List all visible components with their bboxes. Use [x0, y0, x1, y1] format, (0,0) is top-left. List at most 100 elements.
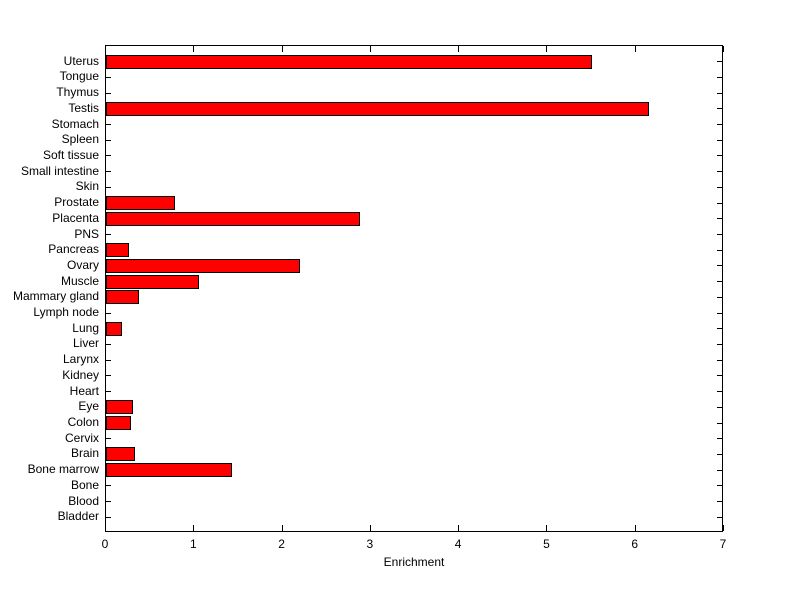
y-axis-label: Bone: [70, 477, 99, 492]
y-tick-mark: [717, 422, 722, 424]
y-axis-label: Skin: [75, 179, 99, 194]
bar: [106, 196, 175, 211]
bar: [106, 321, 122, 336]
y-tick-mark: [106, 124, 111, 126]
y-axis-label: Liver: [72, 336, 99, 351]
y-axis-label: Prostate: [54, 195, 99, 210]
x-tick-mark: [634, 46, 636, 52]
x-tick-label: 5: [543, 537, 550, 551]
bar: [106, 54, 592, 69]
x-axis-title: Enrichment: [383, 555, 445, 569]
y-axis-label: Uterus: [63, 53, 99, 68]
y-axis-label: Bladder: [57, 509, 99, 524]
y-tick-mark: [717, 139, 722, 141]
y-tick-mark: [717, 92, 722, 94]
y-axis-label: Eye: [78, 399, 99, 414]
y-axis-label: Brain: [70, 446, 99, 461]
y-axis-label: Lung: [72, 320, 99, 335]
y-axis-label: Placenta: [52, 210, 99, 225]
y-tick-mark: [106, 485, 111, 487]
x-tick-label: 2: [278, 537, 285, 551]
x-tick-mark: [193, 525, 195, 531]
x-tick-label: 4: [454, 537, 462, 551]
y-tick-mark: [106, 171, 111, 173]
x-tick-mark: [193, 46, 195, 52]
bar: [106, 447, 135, 462]
y-axis-label: Ovary: [66, 257, 99, 272]
y-tick-mark: [717, 501, 722, 503]
y-tick-mark: [717, 485, 722, 487]
y-axis-label: Heart: [69, 383, 99, 398]
y-tick-mark: [106, 92, 111, 94]
y-tick-mark: [106, 155, 111, 157]
bar: [106, 243, 129, 258]
y-tick-mark: [106, 516, 111, 518]
bar: [106, 258, 300, 273]
x-tick-mark: [723, 46, 724, 52]
x-tick-label: 7: [719, 537, 727, 551]
y-tick-mark: [717, 343, 722, 345]
plot-area: [105, 45, 724, 532]
y-axis-label: Pancreas: [48, 242, 99, 257]
x-tick-mark: [105, 46, 106, 52]
y-tick-mark: [717, 171, 722, 173]
y-tick-mark: [106, 391, 111, 393]
x-tick-mark: [105, 525, 106, 531]
y-axis-label: Blood: [68, 493, 99, 508]
y-tick-mark: [717, 312, 722, 314]
y-axis-label: PNS: [74, 226, 99, 241]
x-tick-mark: [723, 525, 724, 531]
y-axis-label: Soft tissue: [42, 147, 99, 162]
bar: [106, 290, 139, 305]
y-tick-mark: [106, 375, 111, 377]
y-tick-mark: [717, 186, 722, 188]
y-tick-mark: [717, 76, 722, 78]
y-tick-mark: [717, 281, 722, 283]
y-tick-mark: [106, 359, 111, 361]
y-tick-mark: [717, 155, 722, 157]
y-tick-mark: [717, 453, 722, 455]
y-tick-mark: [717, 359, 722, 361]
y-tick-mark: [106, 312, 111, 314]
bar: [106, 400, 133, 415]
y-axis-label: Colon: [67, 415, 99, 430]
y-tick-mark: [717, 406, 722, 408]
bar: [106, 101, 649, 116]
y-tick-mark: [717, 375, 722, 377]
y-tick-mark: [717, 124, 722, 126]
x-tick-label: 1: [189, 537, 197, 551]
x-tick-mark: [546, 525, 548, 531]
y-tick-mark: [717, 202, 722, 204]
y-axis-label: Bone marrow: [27, 462, 99, 477]
y-tick-mark: [106, 186, 111, 188]
y-tick-mark: [717, 391, 722, 393]
y-axis-label: Muscle: [60, 273, 99, 288]
x-tick-mark: [369, 525, 371, 531]
y-tick-mark: [106, 343, 111, 345]
y-tick-mark: [106, 139, 111, 141]
y-axis-label: Stomach: [51, 116, 99, 131]
y-tick-mark: [717, 516, 722, 518]
x-tick-mark: [546, 46, 548, 52]
y-tick-mark: [717, 265, 722, 267]
x-tick-mark: [281, 46, 283, 52]
x-tick-mark: [458, 525, 460, 531]
x-tick-label: 6: [631, 537, 639, 551]
x-tick-label: 3: [366, 537, 374, 551]
x-tick-mark: [281, 525, 283, 531]
y-tick-mark: [717, 328, 722, 330]
x-tick-mark: [634, 525, 636, 531]
y-axis-label: Kidney: [62, 367, 99, 382]
y-tick-mark: [106, 234, 111, 236]
bar: [106, 211, 360, 226]
y-axis-label: Small intestine: [20, 163, 99, 178]
y-tick-mark: [717, 218, 722, 220]
x-tick-label: 0: [101, 537, 109, 551]
y-tick-mark: [106, 501, 111, 503]
y-tick-mark: [717, 296, 722, 298]
y-axis-label: Lymph node: [33, 305, 99, 320]
y-axis-label: Thymus: [56, 85, 99, 100]
y-axis-label: Testis: [68, 100, 99, 115]
y-tick-mark: [717, 469, 722, 471]
